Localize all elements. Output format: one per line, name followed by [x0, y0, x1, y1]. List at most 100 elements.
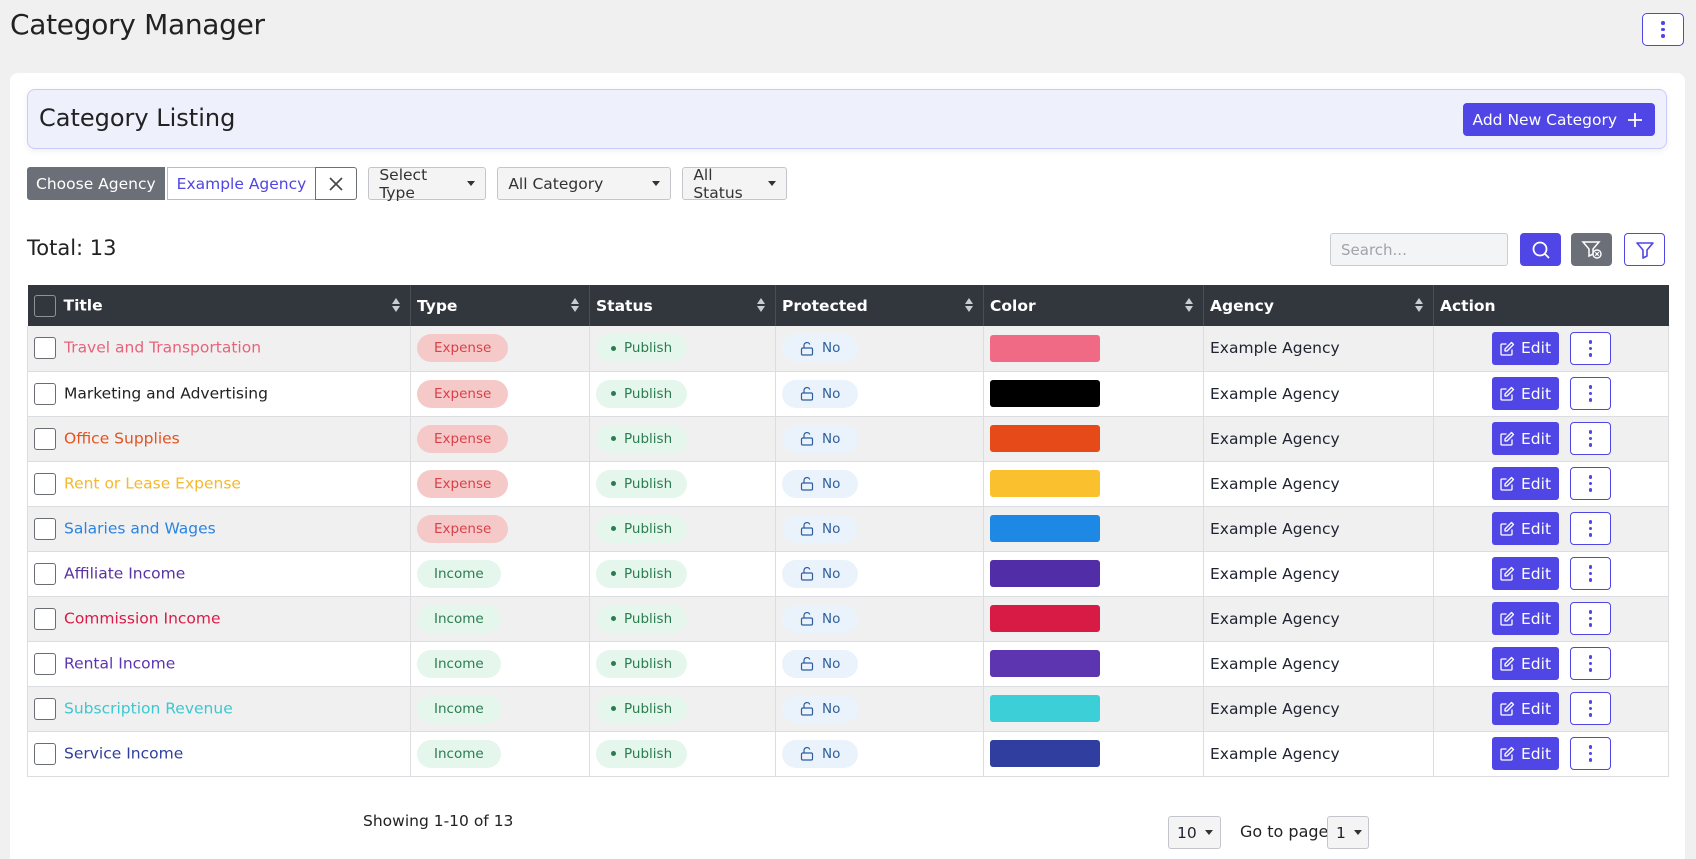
row-menu-button[interactable] [1570, 467, 1612, 500]
row-menu-button[interactable] [1570, 331, 1612, 365]
row-checkbox[interactable] [34, 697, 56, 720]
per-page-select[interactable]: 10 [1168, 816, 1221, 849]
edit-button[interactable]: Edit [1492, 422, 1560, 455]
category-title[interactable]: Marketing and Advertising [64, 384, 268, 402]
protected-badge: No [782, 424, 859, 453]
row-menu-button[interactable] [1570, 737, 1612, 770]
chevron-down-icon [1353, 830, 1362, 835]
choose-agency-button[interactable]: Choose Agency [27, 167, 165, 200]
row-checkbox[interactable] [34, 562, 56, 585]
search-button[interactable] [1520, 233, 1561, 266]
header-status[interactable]: Status [589, 285, 776, 326]
row-checkbox[interactable] [34, 607, 56, 630]
protected-label: No [822, 475, 841, 492]
agency-name: Example Agency [1210, 474, 1340, 493]
protected-badge: No [782, 739, 859, 768]
header-title[interactable]: Title [27, 285, 411, 326]
category-title[interactable]: Salaries and Wages [64, 519, 216, 537]
listing-header: Category Listing Add New Category [27, 89, 1667, 149]
status-badge: Publish [596, 469, 688, 498]
type-select[interactable]: Select Type [368, 166, 487, 202]
edit-button[interactable]: Edit [1492, 692, 1560, 725]
agency-name: Example Agency [1210, 519, 1340, 538]
chevron-down-icon [652, 181, 661, 186]
edit-button[interactable]: Edit [1492, 557, 1560, 590]
kebab-icon [1588, 565, 1593, 582]
goto-page-select[interactable]: 1 [1327, 816, 1369, 849]
row-checkbox[interactable] [34, 742, 56, 765]
edit-button[interactable]: Edit [1492, 602, 1560, 635]
edit-icon [1500, 341, 1515, 356]
edit-button[interactable]: Edit [1492, 512, 1560, 545]
unlock-icon [800, 387, 814, 401]
protected-badge: No [782, 334, 859, 363]
type-badge: Expense [417, 424, 509, 453]
row-checkbox[interactable] [34, 472, 56, 495]
category-title[interactable]: Subscription Revenue [64, 699, 233, 717]
category-title[interactable]: Rental Income [64, 654, 176, 672]
table-row: Affiliate Income Income Publish No Examp… [27, 551, 1669, 597]
row-menu-button[interactable] [1570, 422, 1612, 455]
kebab-icon [1588, 520, 1593, 537]
sort-icon [392, 298, 400, 312]
category-title[interactable]: Office Supplies [64, 429, 180, 447]
row-checkbox[interactable] [34, 427, 56, 450]
sort-icon [965, 298, 973, 312]
row-checkbox[interactable] [34, 337, 56, 360]
header-agency-label: Agency [1210, 296, 1274, 315]
add-category-button[interactable]: Add New Category [1462, 103, 1655, 136]
status-select[interactable]: All Status [682, 166, 788, 202]
row-menu-button[interactable] [1570, 512, 1612, 545]
row-menu-button[interactable] [1570, 647, 1612, 680]
category-title[interactable]: Commission Income [64, 609, 221, 627]
protected-badge: No [782, 604, 859, 633]
row-menu-button[interactable] [1570, 377, 1612, 410]
sort-icon [757, 298, 765, 312]
edit-button[interactable]: Edit [1492, 331, 1560, 365]
category-title[interactable]: Travel and Transportation [64, 338, 262, 357]
edit-button[interactable]: Edit [1492, 737, 1560, 770]
page-menu-button[interactable] [1642, 13, 1684, 46]
search-input[interactable] [1330, 233, 1508, 266]
edit-icon [1500, 656, 1515, 671]
protected-label: No [822, 700, 841, 717]
edit-icon [1500, 611, 1515, 626]
type-badge: Expense [417, 469, 509, 498]
table-row: Subscription Revenue Income Publish No E… [27, 686, 1669, 732]
header-protected[interactable]: Protected [775, 285, 984, 326]
clear-filter-button[interactable] [1571, 233, 1612, 266]
color-swatch [990, 470, 1100, 497]
row-checkbox[interactable] [34, 652, 56, 675]
row-checkbox[interactable] [34, 382, 56, 405]
edit-button[interactable]: Edit [1492, 647, 1560, 680]
clear-agency-button[interactable] [315, 167, 358, 200]
category-select[interactable]: All Category [497, 167, 672, 200]
agency-name: Example Agency [1210, 429, 1340, 448]
edit-button[interactable]: Edit [1492, 467, 1560, 500]
unlock-icon [800, 522, 814, 536]
header-color[interactable]: Color [983, 285, 1204, 326]
header-agency[interactable]: Agency [1203, 285, 1434, 326]
showing-text: Showing 1-10 of 13 [363, 812, 514, 830]
type-badge: Income [417, 649, 501, 678]
filter-icon [1635, 241, 1654, 259]
category-title[interactable]: Affiliate Income [64, 564, 186, 582]
row-checkbox[interactable] [34, 517, 56, 540]
edit-button[interactable]: Edit [1492, 377, 1560, 410]
agency-name: Example Agency [1210, 744, 1340, 763]
protected-label: No [822, 385, 841, 402]
header-type[interactable]: Type [410, 285, 590, 326]
protected-label: No [822, 340, 841, 357]
status-label: Publish [624, 340, 673, 357]
type-badge: Income [417, 559, 501, 588]
row-menu-button[interactable] [1570, 692, 1612, 725]
filter-button[interactable] [1624, 233, 1665, 266]
row-menu-button[interactable] [1570, 557, 1612, 590]
row-menu-button[interactable] [1570, 602, 1612, 635]
chevron-down-icon [1204, 830, 1213, 835]
category-title[interactable]: Service Income [64, 744, 184, 762]
select-all-checkbox[interactable] [33, 294, 56, 317]
category-title[interactable]: Rent or Lease Expense [64, 474, 241, 492]
status-badge: Publish [596, 739, 688, 768]
header-action-label: Action [1440, 296, 1496, 315]
